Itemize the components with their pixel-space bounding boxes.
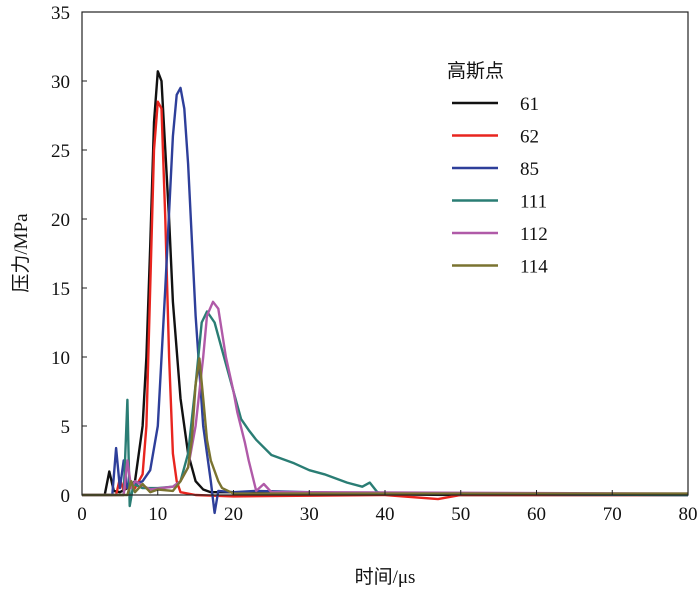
legend-label-85: 85 — [520, 159, 539, 180]
x-tick-label: 40 — [376, 504, 395, 525]
series-line-61 — [82, 70, 688, 497]
y-tick-label: 0 — [61, 486, 71, 507]
legend-label-62: 62 — [520, 127, 539, 148]
x-axis-label: 时间/μs — [355, 566, 416, 588]
x-tick-label: 30 — [300, 504, 319, 525]
legend-label-61: 61 — [520, 94, 539, 115]
y-tick-label: 10 — [51, 348, 70, 369]
legend: 高斯点 61 62 85 111 112 114 — [447, 60, 548, 278]
legend-label-112: 112 — [520, 224, 548, 245]
x-tick-label: 60 — [527, 504, 546, 525]
legend-title: 高斯点 — [447, 60, 504, 82]
y-tick-label: 20 — [51, 210, 70, 231]
y-tick-label: 15 — [51, 279, 70, 300]
x-tick-label: 20 — [224, 504, 243, 525]
x-tick-label: 0 — [77, 504, 87, 525]
series-line-112 — [82, 300, 689, 497]
y-tick-label: 30 — [51, 72, 70, 93]
legend-label-111: 111 — [520, 192, 547, 213]
x-tick-label: 50 — [451, 504, 470, 525]
y-axis-label: 压力/MPa — [10, 213, 32, 293]
plot-frame — [81, 11, 689, 496]
y-tick-label: 25 — [51, 141, 70, 162]
x-tick-label: 70 — [603, 504, 622, 525]
series-line-114 — [82, 357, 688, 497]
series-line-111 — [82, 310, 689, 508]
y-tick-label: 5 — [61, 417, 71, 438]
plot-area — [82, 70, 689, 515]
axes: 0 10 20 30 40 50 60 70 80 0 5 10 15 20 25 30 35 — [51, 3, 698, 525]
x-tick-label: 80 — [679, 504, 698, 525]
x-tick-label: 10 — [148, 504, 167, 525]
legend-label-114: 114 — [520, 257, 548, 278]
y-tick-label: 35 — [51, 3, 70, 24]
